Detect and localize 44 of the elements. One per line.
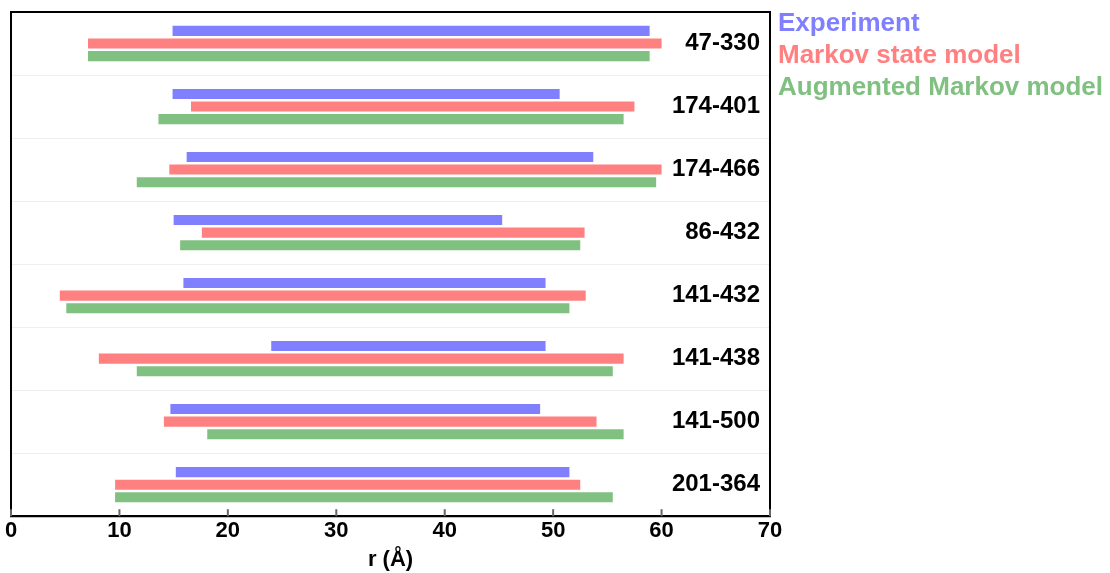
bar: [158, 114, 624, 125]
y-tick-label: 201-364: [671, 469, 761, 497]
bar: [201, 227, 585, 238]
bar: [163, 416, 597, 427]
bar: [87, 51, 650, 62]
x-tick-label: 0: [4, 517, 18, 543]
bar: [207, 429, 624, 440]
y-tick-label: 141-500: [671, 406, 760, 434]
x-tick-label: 70: [757, 517, 783, 543]
bar: [172, 88, 560, 99]
bar: [59, 290, 586, 301]
text: Experiment: [778, 6, 921, 38]
y-tick-label: 174-401: [671, 91, 760, 119]
text: Augmented Markov model: [778, 70, 1104, 102]
x-tick-label: 10: [107, 517, 132, 543]
bar: [173, 214, 503, 226]
y-tick-label: 47-330: [685, 28, 760, 56]
bar: [66, 303, 570, 314]
bar: [115, 479, 581, 490]
bar: [87, 38, 662, 49]
y-tick-label: 141-432: [671, 280, 760, 308]
x-tick-label: 30: [324, 517, 349, 543]
bar: [170, 404, 541, 415]
x-tick-label: 60: [649, 517, 674, 543]
bar: [98, 353, 624, 364]
bar: [136, 366, 613, 377]
y-tick-label: 174-466: [671, 154, 760, 182]
y-tick-label: 86-432: [685, 217, 760, 245]
x-axis-title: r (Å): [367, 544, 414, 571]
bar: [186, 151, 594, 162]
bar: [169, 164, 662, 175]
bar: [190, 101, 635, 112]
x-tick-label: 50: [540, 517, 566, 543]
x-tick-label: 40: [432, 517, 457, 543]
bar: [115, 492, 613, 503]
bar: [172, 25, 650, 36]
text: Markov state model: [778, 38, 1022, 70]
bar: [175, 467, 570, 478]
bar: [180, 240, 581, 251]
bar: [136, 177, 657, 188]
y-tick-label: 141-438: [671, 343, 760, 371]
x-tick-label: 20: [215, 517, 241, 543]
bar: [183, 277, 546, 289]
bar: [271, 340, 546, 352]
